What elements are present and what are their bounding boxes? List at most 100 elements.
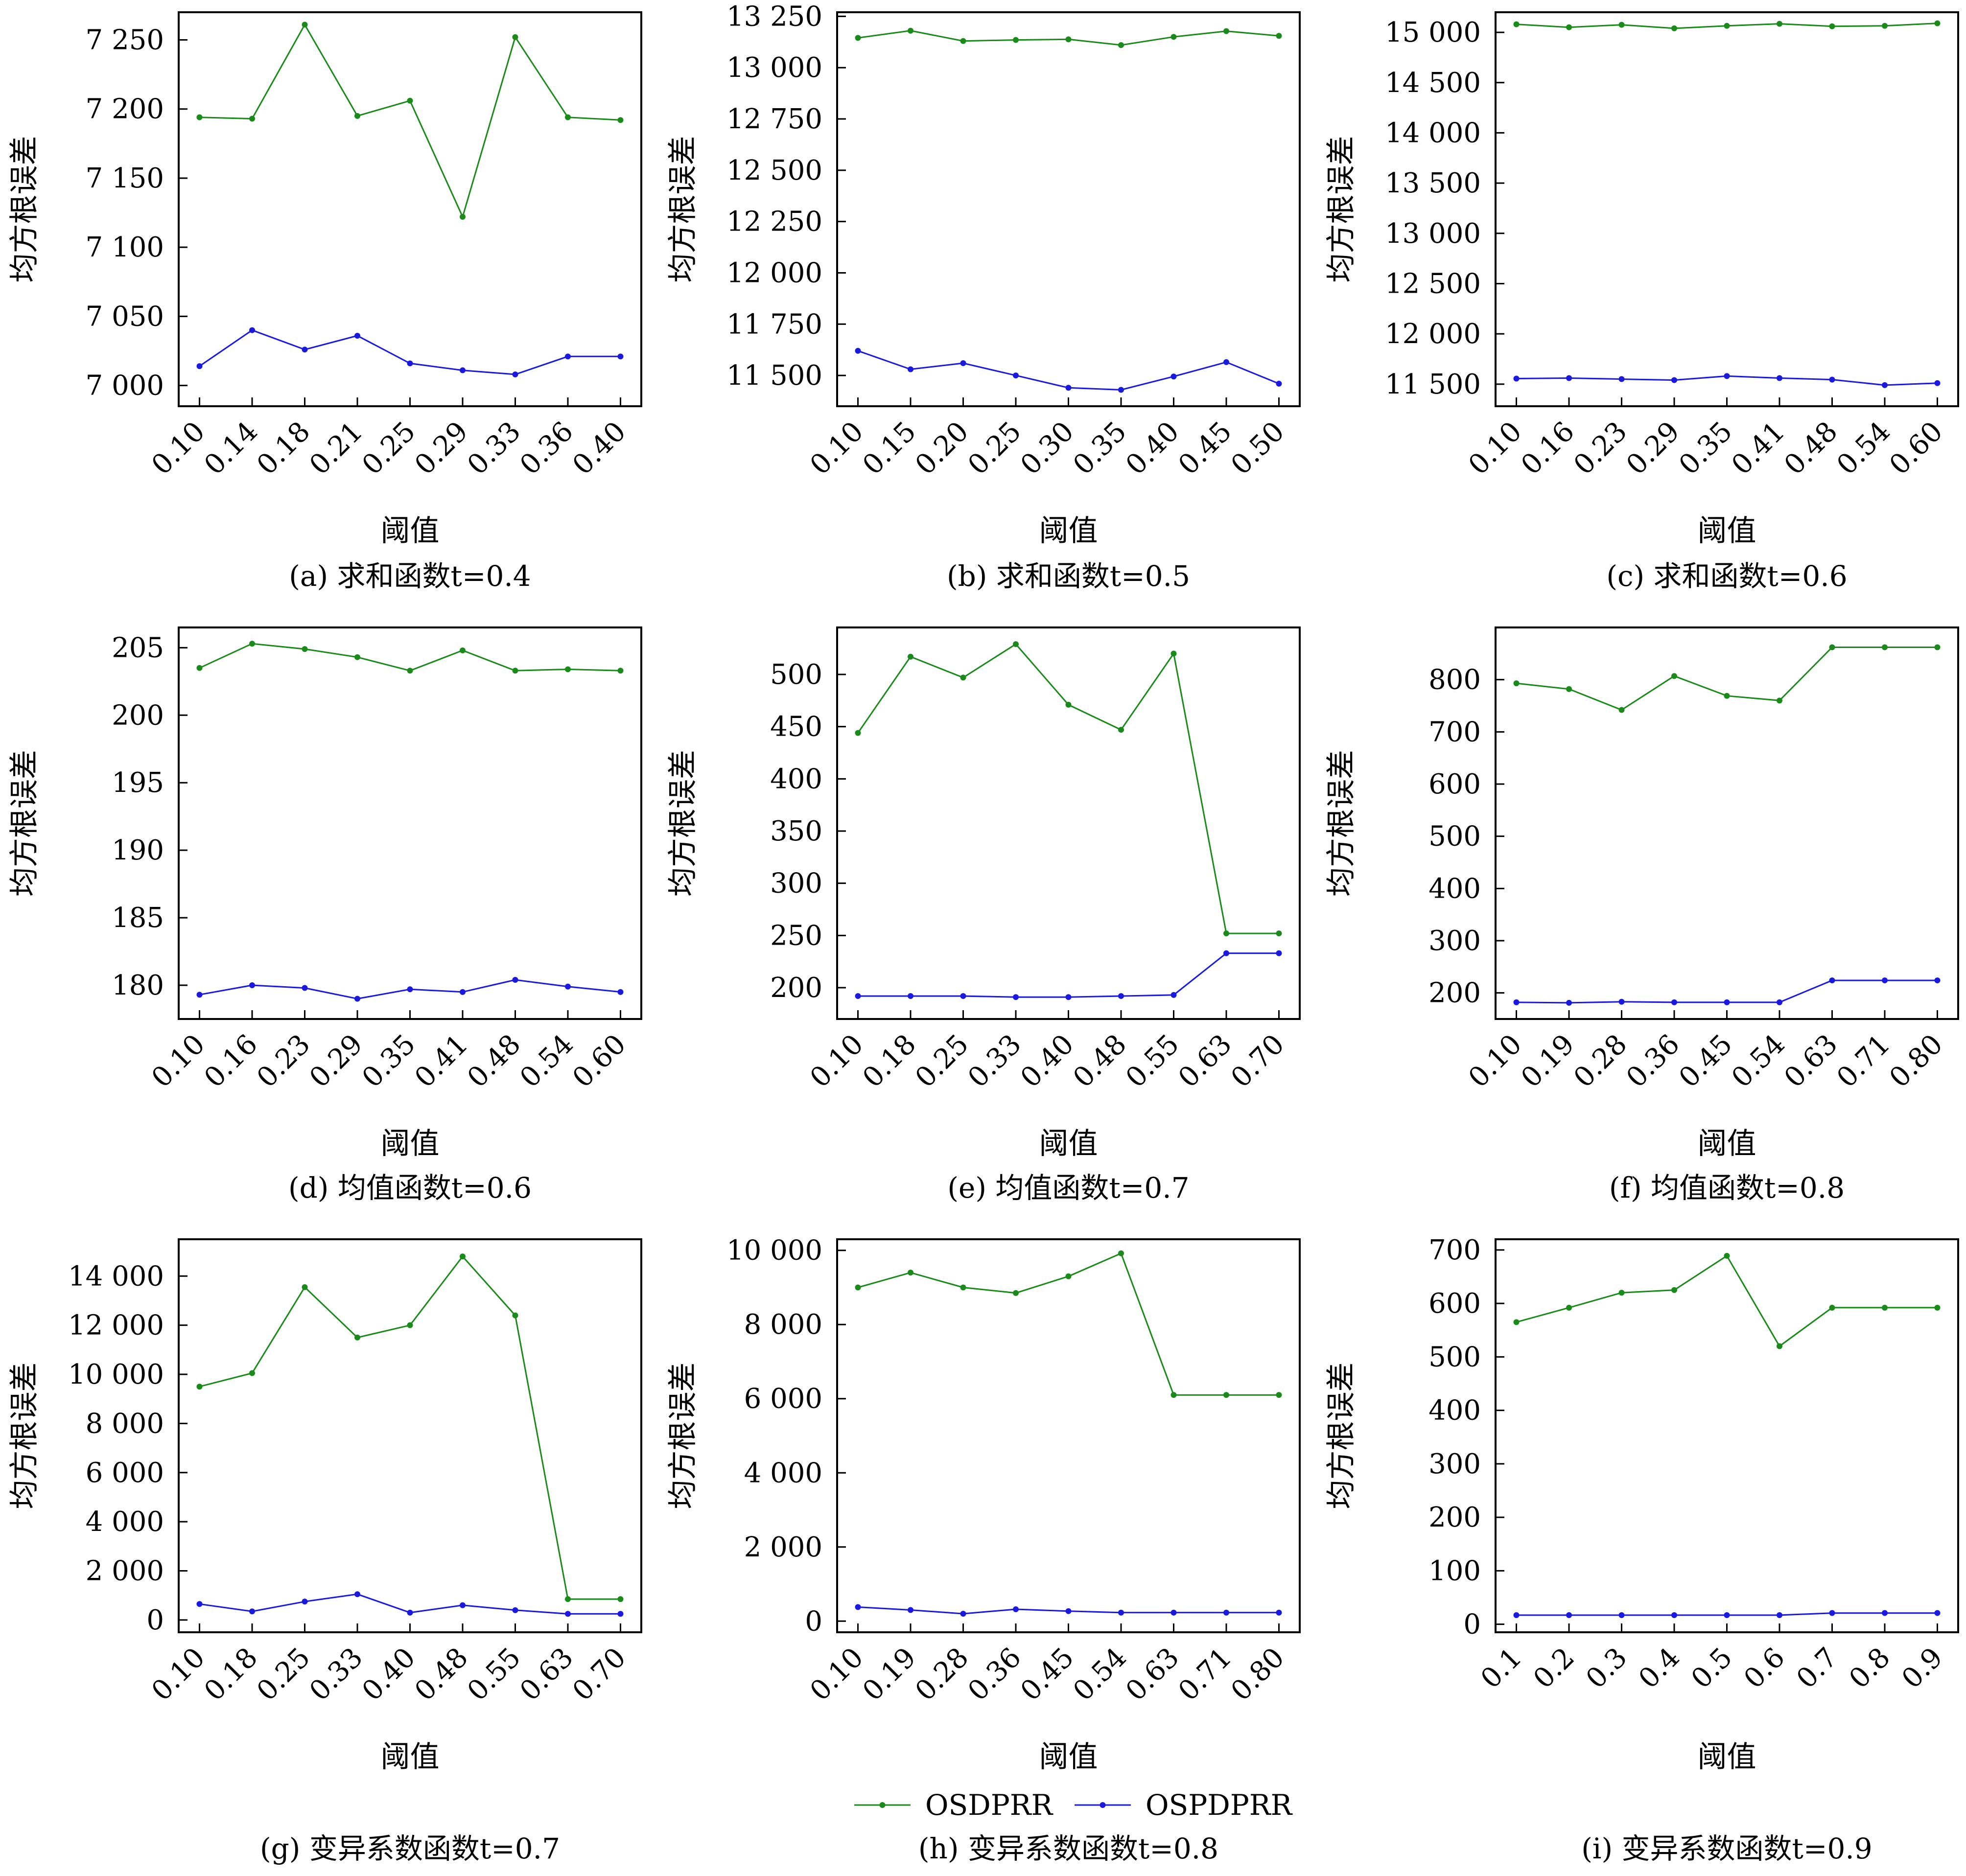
data-point-osdprr <box>1829 644 1835 650</box>
data-point-ospdprr <box>459 989 466 995</box>
y-axis-title: 均方根误差 <box>666 136 700 283</box>
data-point-osdprr <box>1276 930 1282 937</box>
chart-caption: (f) 均值函数t=0.8 <box>1609 1171 1845 1204</box>
x-tick-label: 0.23 <box>251 1028 316 1094</box>
chart-panel-f: 200 300 400 500 600 700 800 0.100.190.280.360.4… <box>1324 626 1959 1204</box>
data-point-ospdprr <box>1013 372 1019 379</box>
data-point-osdprr <box>855 35 861 41</box>
series-line-osdprr <box>1516 647 1938 711</box>
data-point-ospdprr <box>564 1611 571 1617</box>
data-point-osdprr <box>1671 673 1678 679</box>
y-tick-label: 8 000 <box>744 1309 822 1341</box>
y-tick-label: 11 750 <box>726 308 822 340</box>
x-tick-label: 0.10 <box>145 1028 211 1094</box>
data-point-ospdprr <box>855 1604 861 1610</box>
data-point-osdprr <box>564 666 571 672</box>
x-tick-label: 0.21 <box>304 416 369 481</box>
data-point-ospdprr <box>1671 377 1678 383</box>
y-tick-label: 6 000 <box>744 1383 822 1415</box>
data-point-osdprr <box>459 1253 466 1260</box>
x-tick-label: 0.33 <box>304 1642 369 1707</box>
data-point-ospdprr <box>1065 994 1072 1000</box>
x-tick-label: 0.10 <box>804 1642 869 1707</box>
y-tick-label: 14 000 <box>1385 117 1481 149</box>
data-point-osdprr <box>1513 680 1520 687</box>
data-point-ospdprr <box>1223 950 1229 956</box>
y-tick-label: 200 <box>1428 1502 1481 1533</box>
x-tick-label: 0.10 <box>1462 416 1528 481</box>
y-tick-label: 400 <box>770 763 822 795</box>
x-tick-label: 0.29 <box>1620 416 1686 481</box>
legend-marker-osdprr <box>879 1802 886 1808</box>
x-tick-label: 0.33 <box>461 416 527 481</box>
x-tick-label: 0.19 <box>857 1642 922 1707</box>
x-axis-title: 阈值 <box>381 514 440 548</box>
data-point-osdprr <box>1829 1304 1835 1311</box>
data-point-osdprr <box>1013 37 1019 43</box>
y-tick-label: 13 000 <box>1385 218 1481 250</box>
x-tick-label: 0.36 <box>514 416 580 481</box>
y-tick-label: 7 050 <box>86 301 164 332</box>
plot-frame <box>1495 11 1959 407</box>
data-point-ospdprr <box>512 1607 518 1613</box>
y-tick-label: 180 <box>112 970 164 1001</box>
y-tick-label: 200 <box>112 699 164 731</box>
data-point-osdprr <box>249 1370 256 1376</box>
x-tick-label: 0.16 <box>1515 416 1581 481</box>
y-axis-title: 均方根误差 <box>7 136 42 283</box>
y-tick-label: 100 <box>1428 1555 1481 1587</box>
chart-caption: (h) 变异系数函数t=0.8 <box>918 1832 1218 1865</box>
data-point-ospdprr <box>249 982 256 989</box>
x-axis-title: 阈值 <box>1039 1740 1098 1774</box>
data-point-ospdprr <box>459 367 466 373</box>
y-tick-label: 500 <box>1428 1341 1481 1373</box>
data-point-osdprr <box>354 113 361 119</box>
y-tick-label: 12 000 <box>1385 318 1481 350</box>
x-tick-label: 0.2 <box>1527 1642 1581 1695</box>
x-tick-label: 0.63 <box>1778 1028 1844 1094</box>
data-point-osdprr <box>1881 644 1888 650</box>
y-axis-title: 均方根误差 <box>1324 136 1358 283</box>
data-point-ospdprr <box>1513 375 1520 382</box>
y-tick-label: 190 <box>112 834 164 866</box>
x-tick-label: 0.19 <box>1515 1028 1581 1094</box>
x-tick-label: 0.36 <box>1620 1028 1686 1094</box>
x-tick-label: 0.54 <box>1067 1642 1133 1707</box>
data-point-osdprr <box>1934 1304 1941 1311</box>
x-tick-label: 0.29 <box>304 1028 369 1094</box>
data-point-osdprr <box>354 1334 361 1341</box>
data-point-osdprr <box>1776 697 1782 704</box>
data-point-osdprr <box>1013 641 1019 648</box>
data-point-ospdprr <box>302 1598 308 1605</box>
x-tick-label: 0.28 <box>1568 1028 1633 1094</box>
y-tick-label: 11 500 <box>1385 369 1481 400</box>
data-point-ospdprr <box>1934 1610 1941 1616</box>
data-point-osdprr <box>617 117 624 123</box>
x-tick-label: 0.18 <box>857 1028 922 1094</box>
series-line-osdprr <box>857 643 1279 934</box>
data-point-ospdprr <box>564 983 571 990</box>
data-point-osdprr <box>564 114 571 120</box>
data-point-osdprr <box>1065 1273 1072 1279</box>
x-tick-label: 0.48 <box>1067 1028 1133 1094</box>
data-point-osdprr <box>1223 1392 1229 1398</box>
data-point-osdprr <box>1724 23 1730 29</box>
x-tick-label: 0.3 <box>1580 1642 1633 1695</box>
data-point-ospdprr <box>354 1591 361 1598</box>
data-point-ospdprr <box>1776 375 1782 381</box>
x-tick-label: 0.5 <box>1685 1642 1738 1695</box>
y-axis-title: 均方根误差 <box>1324 1363 1358 1509</box>
y-tick-label: 12 500 <box>1385 268 1481 300</box>
data-point-ospdprr <box>908 993 914 999</box>
y-tick-label: 11 500 <box>726 360 822 392</box>
data-point-osdprr <box>1170 34 1177 40</box>
data-point-osdprr <box>249 116 256 122</box>
x-tick-label: 0.63 <box>514 1642 580 1707</box>
x-tick-label: 0.29 <box>409 416 474 481</box>
chart-panel-c: 11 500 12 000 12 500 13 000 13 500 14 000 14 5… <box>1324 11 1959 593</box>
data-point-ospdprr <box>1618 998 1625 1005</box>
data-point-ospdprr <box>1118 387 1124 393</box>
data-point-ospdprr <box>1724 999 1730 1005</box>
